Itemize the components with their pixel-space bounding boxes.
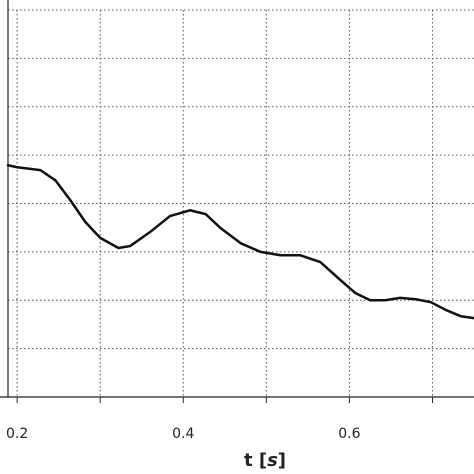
data-line	[6, 164, 474, 320]
x-label-part: t [	[244, 450, 267, 471]
x-tick-label: 0.6	[338, 426, 360, 442]
x-label-part: ]	[278, 450, 286, 471]
x-label-part: s	[267, 450, 278, 471]
x-tick-label: 0.2	[6, 426, 28, 442]
x-axis-label: t [s]	[244, 450, 286, 471]
x-tick-label: 0.4	[172, 426, 194, 442]
